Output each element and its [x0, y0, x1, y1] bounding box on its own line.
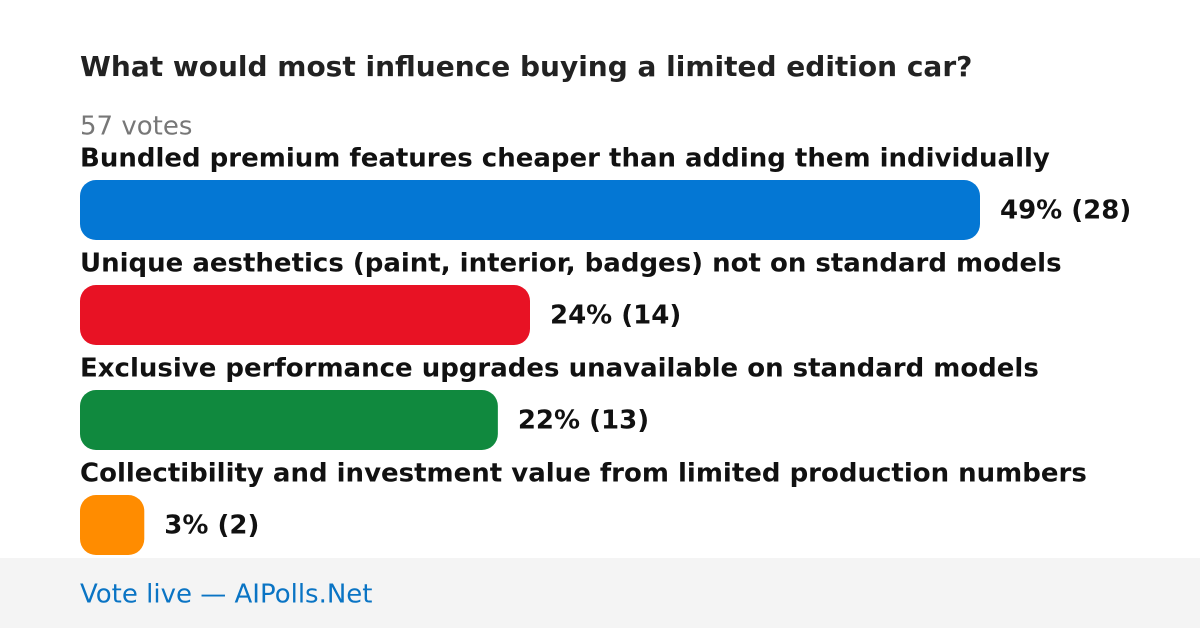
footer-link[interactable]: Vote live — AIPolls.Net — [80, 580, 373, 610]
vote-count: 57 votes — [80, 112, 192, 142]
footer-band — [0, 558, 1200, 628]
value-label: 49% (28) — [1000, 196, 1131, 226]
bar — [80, 495, 145, 555]
option-label: Collectibility and investment value from… — [80, 459, 1087, 489]
bar — [80, 285, 530, 345]
poll-title: What would most influence buying a limit… — [80, 50, 972, 83]
value-label: 3% (2) — [164, 511, 259, 541]
value-label: 24% (14) — [550, 301, 681, 331]
option-label: Unique aesthetics (paint, interior, badg… — [80, 249, 1062, 279]
option-label: Exclusive performance upgrades unavailab… — [80, 354, 1039, 384]
value-label: 22% (13) — [518, 406, 649, 436]
bar — [80, 390, 498, 450]
option-label: Bundled premium features cheaper than ad… — [80, 144, 1050, 174]
bar — [80, 180, 980, 240]
